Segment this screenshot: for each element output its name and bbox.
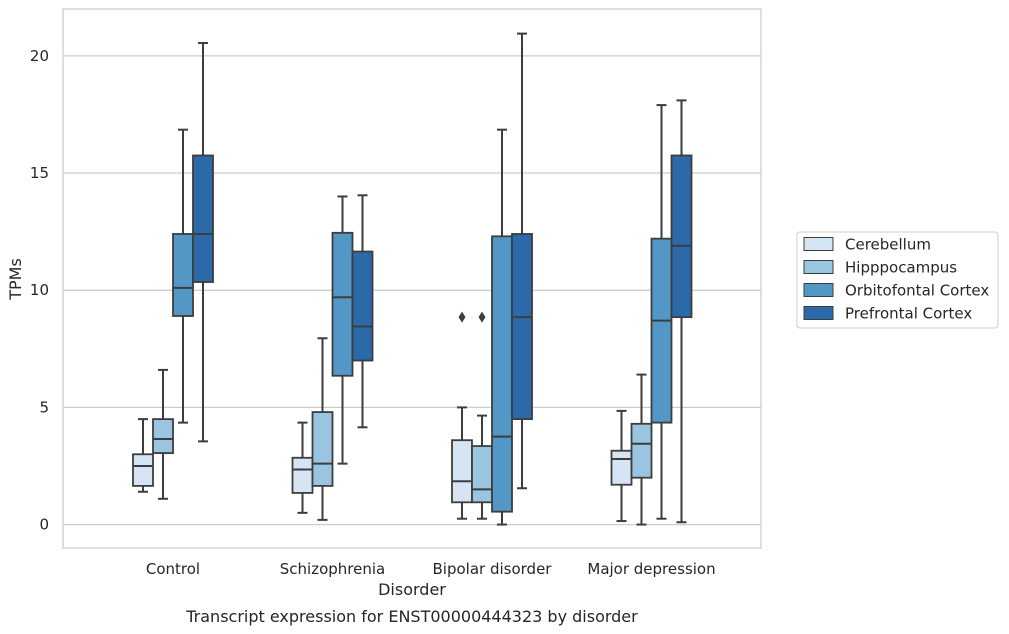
- box-plot: [311, 337, 334, 521]
- legend-items: Cerebellum Hipppocampus Orbitofontal Corte…: [803, 236, 989, 323]
- box-iqr: [650, 237, 673, 424]
- y-tick-label: 20: [30, 47, 49, 65]
- box-iqr: [172, 233, 194, 317]
- x-tick-label: Control: [146, 560, 200, 578]
- box-plot: [511, 32, 533, 490]
- box-iqr: [291, 456, 314, 494]
- legend-item: Orbitofontal Cortex: [803, 282, 989, 300]
- y-axis-label: TPMs: [6, 258, 25, 301]
- legend-item: Cerebellum: [803, 236, 931, 254]
- outlier-point: [458, 311, 466, 323]
- legend-swatch: [803, 260, 834, 274]
- box-iqr: [610, 449, 633, 486]
- box-iqr: [491, 235, 513, 513]
- legend: Cerebellum Hipppocampus Orbitofontal Corte…: [796, 231, 999, 329]
- y-tick-label: 5: [39, 398, 49, 416]
- box-plots: [132, 32, 693, 526]
- box-iqr: [471, 445, 493, 504]
- box-plot: [451, 311, 473, 520]
- x-axis-label: Disorder: [378, 580, 446, 599]
- legend-frame: [796, 231, 999, 329]
- box-plot: [491, 128, 513, 526]
- box-plot: [630, 373, 653, 526]
- y-tick-label: 0: [39, 516, 49, 534]
- y-tick-label: 10: [30, 281, 49, 299]
- box-plot: [670, 99, 693, 524]
- y-tick-label: 15: [30, 164, 49, 182]
- box-iqr: [630, 422, 653, 479]
- box-plot: [291, 421, 314, 514]
- legend-label: Orbitofontal Cortex: [845, 282, 989, 300]
- plot-frame: [62, 8, 762, 549]
- legend-item: Prefrontal Cortex: [803, 305, 972, 323]
- legend-item: Hipppocampus: [803, 259, 957, 277]
- box-iqr: [331, 231, 354, 377]
- legend-label: Prefrontal Cortex: [845, 305, 972, 323]
- box-iqr: [311, 411, 334, 487]
- box-iqr: [192, 154, 214, 283]
- box-iqr: [511, 233, 533, 421]
- legend-swatch: [803, 237, 834, 251]
- box-iqr: [152, 418, 174, 454]
- box-plot: [192, 41, 214, 443]
- legend-swatch: [803, 306, 834, 320]
- box-plot: [471, 311, 493, 520]
- box-plot: [172, 128, 194, 424]
- box-plot: [610, 409, 633, 523]
- y-tick-labels: 0 5 10 15 20: [30, 47, 49, 534]
- x-tick-labels: Control Schizophrenia Bipolar disorder Majo…: [146, 560, 716, 578]
- box-plot: [351, 194, 374, 429]
- box-plot: [331, 195, 354, 465]
- box-iqr: [132, 453, 154, 487]
- legend-swatch: [803, 283, 834, 297]
- figure-caption: Transcript expression for ENST0000044432…: [185, 607, 638, 626]
- box-iqr: [670, 154, 693, 319]
- x-tick-label: Major depression: [587, 560, 715, 578]
- outlier-point: [478, 311, 486, 323]
- box-plot: [132, 418, 154, 493]
- legend-label: Hipppocampus: [845, 259, 957, 277]
- legend-label: Cerebellum: [845, 236, 931, 254]
- box-plot: [152, 368, 174, 500]
- box-iqr: [351, 250, 374, 362]
- x-tick-label: Schizophrenia: [280, 560, 385, 578]
- box-iqr: [451, 439, 473, 504]
- x-tick-label: Bipolar disorder: [433, 560, 553, 578]
- box-plot: [650, 104, 673, 520]
